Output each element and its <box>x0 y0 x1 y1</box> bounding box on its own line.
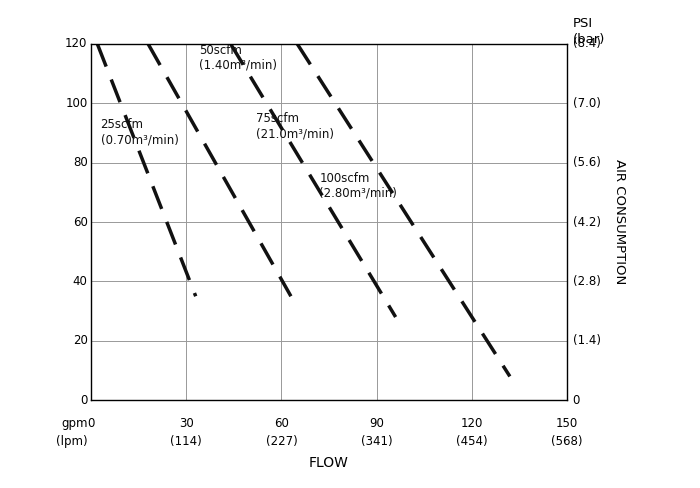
Text: PSI: PSI <box>573 17 593 30</box>
Text: 25scfm
(0.70m³/min): 25scfm (0.70m³/min) <box>101 118 178 146</box>
Text: 80: 80 <box>73 156 88 169</box>
Text: 100scfm
(2.80m³/min): 100scfm (2.80m³/min) <box>319 172 398 200</box>
Text: (lpm): (lpm) <box>56 435 88 448</box>
Text: 100: 100 <box>65 97 88 110</box>
Text: FLOW: FLOW <box>309 456 349 470</box>
Text: 0: 0 <box>80 394 88 407</box>
Text: (2.8): (2.8) <box>573 275 601 288</box>
Text: (227): (227) <box>265 435 298 448</box>
Text: (114): (114) <box>170 435 202 448</box>
Text: AIR CONSUMPTION: AIR CONSUMPTION <box>613 160 626 285</box>
Text: 75scfm
(21.0m³/min): 75scfm (21.0m³/min) <box>256 112 334 140</box>
Text: (568): (568) <box>552 435 582 448</box>
Text: (341): (341) <box>360 435 393 448</box>
Text: (4.2): (4.2) <box>573 216 601 228</box>
Text: 20: 20 <box>73 334 88 347</box>
Text: 60: 60 <box>73 216 88 228</box>
Text: 120: 120 <box>461 417 483 430</box>
Text: 0: 0 <box>573 394 580 407</box>
Text: 50scfm
(1.40m³/min): 50scfm (1.40m³/min) <box>199 44 277 72</box>
Text: 150: 150 <box>556 417 578 430</box>
Text: (8.4): (8.4) <box>573 38 601 50</box>
Text: 120: 120 <box>65 38 88 50</box>
Text: (1.4): (1.4) <box>573 334 601 347</box>
Text: (7.0): (7.0) <box>573 97 601 110</box>
Text: 60: 60 <box>274 417 289 430</box>
Text: 90: 90 <box>369 417 384 430</box>
Text: (bar): (bar) <box>573 33 605 46</box>
Text: gpm: gpm <box>61 417 88 430</box>
Text: (5.6): (5.6) <box>573 156 601 169</box>
Text: 40: 40 <box>73 275 88 288</box>
Text: (454): (454) <box>456 435 488 448</box>
Text: 0: 0 <box>88 417 94 430</box>
Text: 30: 30 <box>178 417 194 430</box>
